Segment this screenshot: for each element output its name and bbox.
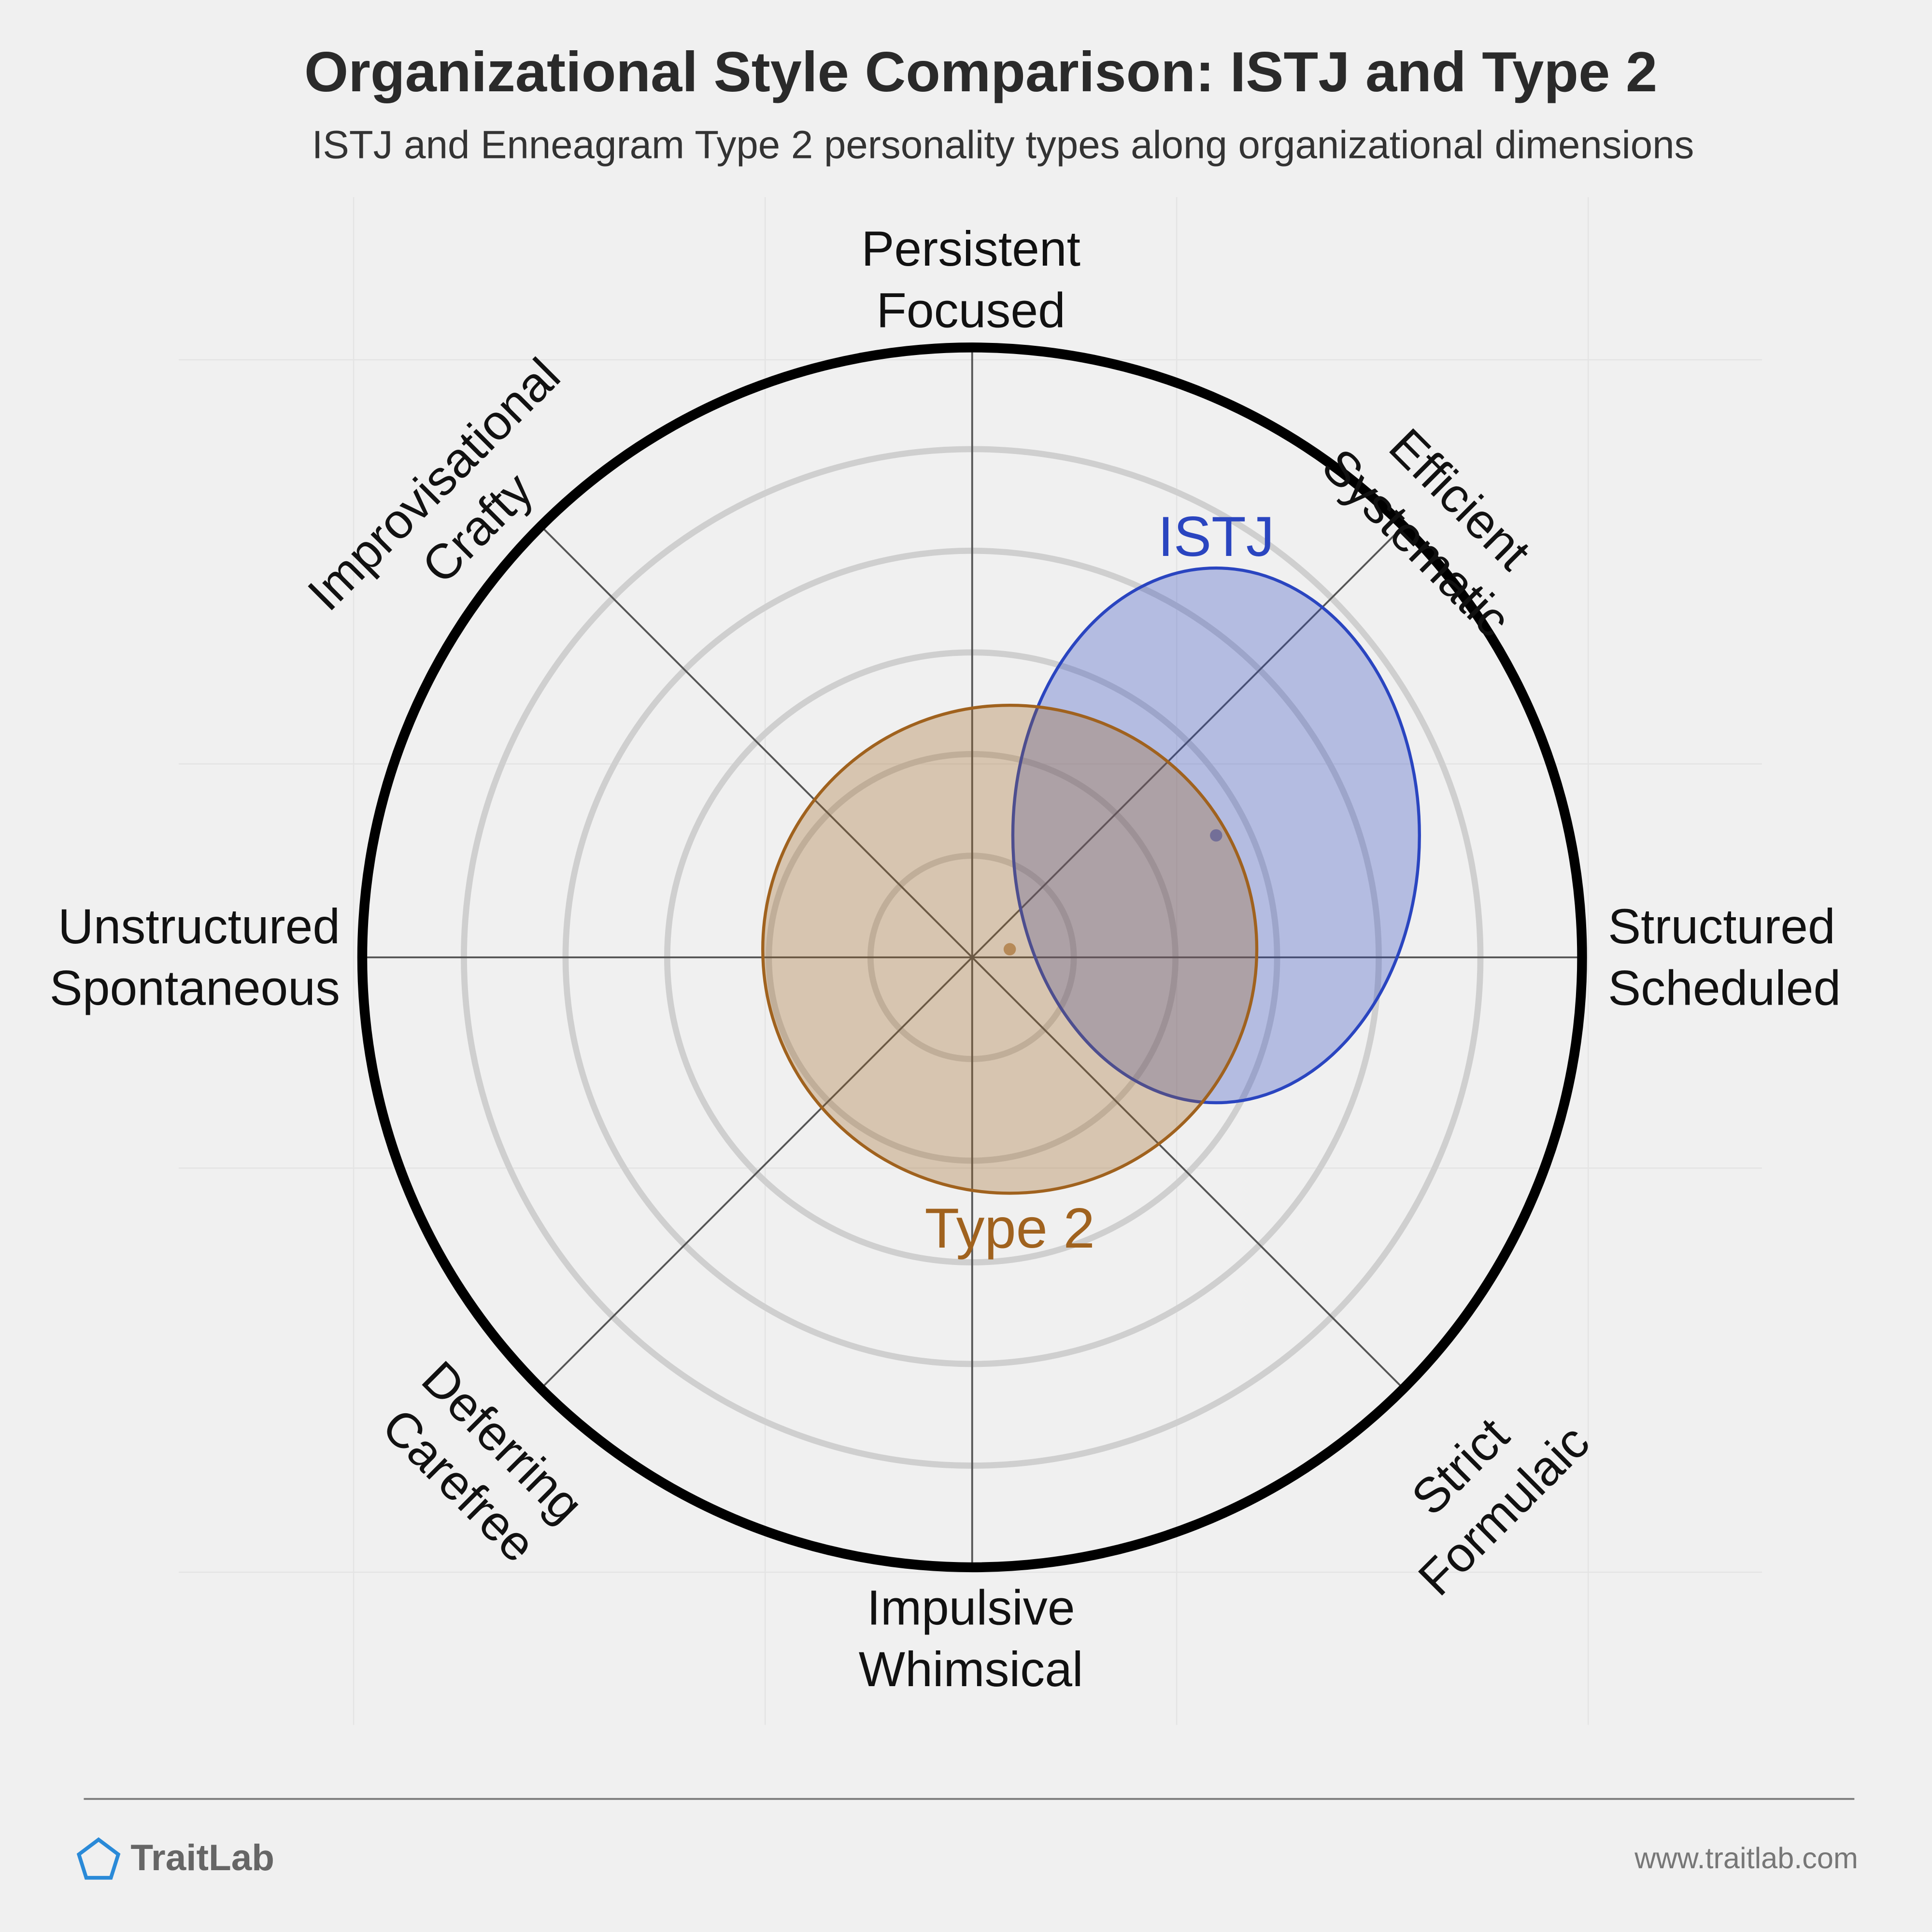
series-center xyxy=(1003,943,1016,956)
chart-title: Organizational Style Comparison: ISTJ an… xyxy=(304,40,1657,103)
axis-label: Unstructured xyxy=(58,899,340,954)
series-label: Type 2 xyxy=(925,1196,1095,1260)
axis-label: Impulsive xyxy=(867,1580,1075,1635)
url: www.traitlab.com xyxy=(1634,1842,1858,1875)
brand: TraitLab xyxy=(130,1837,274,1878)
axis-label: Scheduled xyxy=(1608,961,1841,1016)
spoke xyxy=(971,525,1405,958)
spoke xyxy=(971,956,1405,1390)
axis-label: Spontaneous xyxy=(50,961,340,1016)
spoke xyxy=(540,525,973,958)
logo-icon xyxy=(76,1837,121,1880)
axis-label: Focused xyxy=(877,283,1065,338)
axis-label: Whimsical xyxy=(859,1642,1083,1697)
axis-label: Structured xyxy=(1608,899,1835,954)
outer-ring xyxy=(357,342,1587,1573)
chart-subtitle: ISTJ and Enneagram Type 2 personality ty… xyxy=(312,123,1694,167)
axis-label: Persistent xyxy=(861,221,1080,276)
series-label: ISTJ xyxy=(1158,505,1274,568)
spoke xyxy=(540,956,973,1390)
series-center xyxy=(1210,829,1222,842)
